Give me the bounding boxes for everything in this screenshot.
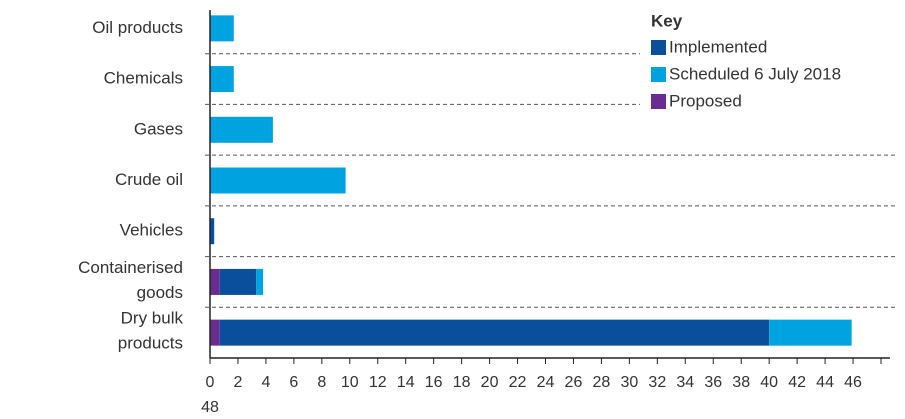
x-tick-label: 44 — [816, 374, 834, 391]
x-tick-label: 28 — [593, 374, 611, 391]
bar — [256, 268, 264, 295]
x-tick-label: 14 — [397, 374, 415, 391]
bar — [219, 268, 257, 295]
label-line: Dry bulk — [121, 309, 184, 328]
x-tick-label: 46 — [844, 374, 862, 391]
legend-title: Key — [651, 11, 683, 30]
label-line: Containerised — [78, 258, 183, 277]
y-tick-label: Containerised goods — [78, 258, 183, 302]
x-tick-label: 22 — [509, 374, 527, 391]
x-tick-label: 4 — [261, 374, 270, 391]
label-line: products — [118, 334, 183, 353]
legend-swatch — [651, 67, 666, 82]
bar — [210, 319, 220, 346]
x-tick-label: 34 — [676, 374, 694, 391]
x-tick-label: 36 — [704, 374, 722, 391]
legend-swatch — [651, 40, 666, 55]
y-tick-label: Oil products — [92, 18, 183, 37]
bar — [210, 15, 234, 42]
y-tick-label: Chemicals — [104, 69, 183, 88]
bar — [210, 218, 215, 245]
x-tick-label: 16 — [425, 374, 443, 391]
legend-label: Proposed — [669, 91, 742, 110]
x-tick-label: 2 — [234, 374, 243, 391]
bar — [219, 319, 770, 346]
bar — [210, 116, 273, 143]
y-tick-label: Gases — [134, 119, 183, 138]
y-tick-label: Vehicles — [120, 221, 183, 240]
x-tick-label: 6 — [289, 374, 298, 391]
x-tick-label: 26 — [565, 374, 583, 391]
y-tick-label: Crude oil — [115, 170, 183, 189]
bar — [210, 268, 220, 295]
x-tick-label: 48 — [201, 399, 219, 416]
x-tick-label: 0 — [206, 374, 215, 391]
bar — [210, 66, 234, 93]
x-tick-label: 20 — [481, 374, 499, 391]
x-tick-label: 18 — [453, 374, 471, 391]
y-tick-label: Dry bulk products — [118, 309, 184, 353]
x-tick-label: 12 — [369, 374, 387, 391]
bar — [769, 319, 852, 346]
x-tick-label: 30 — [620, 374, 638, 391]
x-tick-label: 10 — [341, 374, 359, 391]
bar — [210, 167, 346, 194]
legend-label: Implemented — [669, 37, 767, 56]
x-tick-label: 38 — [732, 374, 750, 391]
legend-swatch — [651, 94, 666, 109]
legend-label: Scheduled 6 July 2018 — [669, 64, 841, 83]
x-tick-label: 8 — [317, 374, 326, 391]
x-tick-label: 32 — [648, 374, 666, 391]
label-line: goods — [137, 283, 183, 302]
legend-box — [640, 6, 895, 118]
x-tick-label: 40 — [760, 374, 778, 391]
x-tick-label: 24 — [537, 374, 555, 391]
x-tick-label: 42 — [788, 374, 806, 391]
